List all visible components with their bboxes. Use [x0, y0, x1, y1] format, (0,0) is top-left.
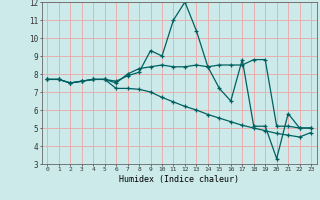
X-axis label: Humidex (Indice chaleur): Humidex (Indice chaleur)	[119, 175, 239, 184]
